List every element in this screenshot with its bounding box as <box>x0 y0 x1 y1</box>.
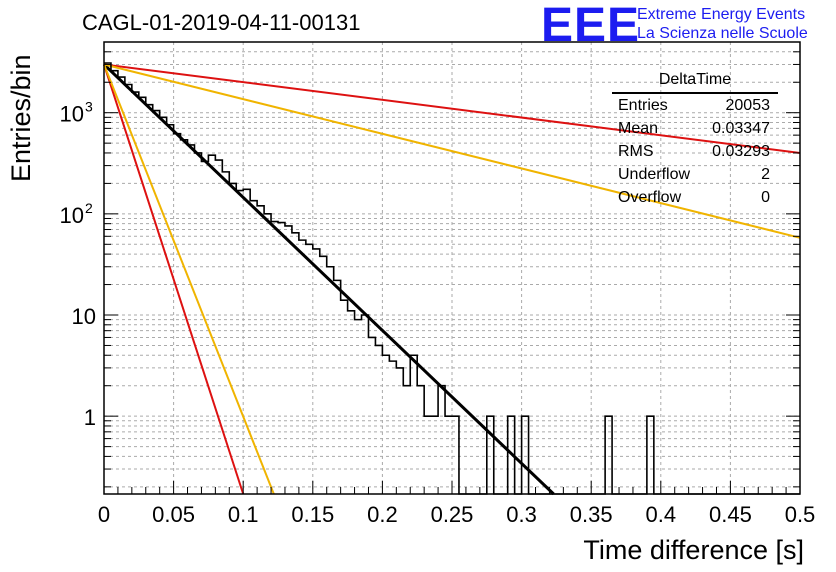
stats-row-mean: Mean 0.03347 <box>612 117 778 140</box>
stats-row-overflow: Overflow 0 <box>612 186 778 209</box>
x-tick-label: 0.15 <box>291 502 334 527</box>
x-tick-label: 0.25 <box>431 502 474 527</box>
fit-curve <box>103 64 275 495</box>
stats-row-entries: Entries 20053 <box>612 94 778 117</box>
stats-label: Underflow <box>618 166 691 183</box>
stats-value: 2 <box>761 166 770 183</box>
fit-curve <box>102 63 555 496</box>
stats-label: Mean <box>618 120 659 137</box>
y-tick-label: 10 <box>60 102 84 127</box>
axis-ticks <box>103 41 801 494</box>
fit-curve <box>103 64 245 495</box>
stats-value: 0 <box>761 189 770 206</box>
chart-grid <box>104 41 800 494</box>
x-tick-labels: 0 0.05 0.1 0.15 0.2 0.25 0.3 0.35 0.4 0.45 0.5 <box>98 502 815 527</box>
stats-name: DeltaTime <box>612 70 778 94</box>
y-tick-exponent: 3 <box>85 99 93 115</box>
logo-line-2: La Scienza nelle Scuole <box>637 25 808 42</box>
x-tick-label: 0.1 <box>228 502 259 527</box>
stats-value: 0.03293 <box>712 143 770 160</box>
x-tick-label: 0.45 <box>709 502 752 527</box>
chart-title: CAGL-01-2019-04-11-00131 <box>82 10 361 35</box>
x-tick-label: 0.05 <box>152 502 195 527</box>
x-tick-label: 0.4 <box>646 502 677 527</box>
stats-label: Entries <box>618 97 668 114</box>
y-tick-label: 1 <box>84 405 96 430</box>
stats-label: Overflow <box>618 189 682 206</box>
stats-value: 20053 <box>725 97 771 114</box>
x-tick-label: 0 <box>98 502 110 527</box>
x-axis-label: Time difference [s] <box>583 535 804 565</box>
y-tick-exponent: 2 <box>85 200 93 216</box>
fit-curve <box>103 63 801 239</box>
stats-row-underflow: Underflow 2 <box>612 163 778 186</box>
fit-curves <box>102 63 801 496</box>
stats-label: RMS <box>618 143 654 160</box>
eee-logo: EEE <box>541 0 641 52</box>
fit-curve <box>103 63 801 154</box>
logo-line-1: Extreme Energy Events <box>637 6 806 23</box>
stats-row-rms: RMS 0.03293 <box>612 140 778 163</box>
stats-value: 0.03347 <box>712 120 770 137</box>
stats-box: DeltaTime Entries 20053 Mean 0.03347 RMS 0.… <box>612 70 778 209</box>
y-tick-label: 10 <box>60 203 84 228</box>
x-tick-label: 0.2 <box>367 502 398 527</box>
x-tick-label: 0.5 <box>785 502 816 527</box>
x-tick-label: 0.3 <box>506 502 537 527</box>
y-tick-label: 10 <box>72 304 96 329</box>
y-axis-label: Entries/bin <box>6 54 36 182</box>
x-tick-label: 0.35 <box>570 502 613 527</box>
